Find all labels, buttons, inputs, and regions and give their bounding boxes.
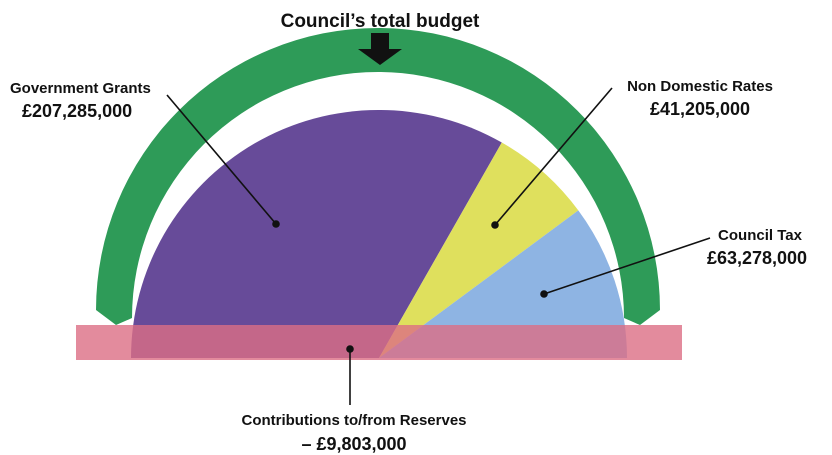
leader-dots — [272, 220, 548, 353]
label-reserves-value: – £9,803,000 — [301, 434, 406, 454]
bar-contributions-reserves — [76, 325, 682, 360]
slice-council-tax — [379, 210, 627, 358]
label-council-tax-value: £63,278,000 — [707, 248, 807, 268]
total-budget-arc — [96, 28, 660, 325]
slice-government-grants — [131, 109, 502, 358]
down-arrow-icon — [358, 33, 402, 65]
label-government-grants-value: £207,285,000 — [22, 101, 132, 121]
slice-non-domestic-rates — [379, 142, 579, 358]
label-non-domestic-rates-value: £41,205,000 — [650, 99, 750, 119]
label-council-tax-name: Council Tax — [718, 227, 803, 244]
label-non-domestic-rates-name: Non Domestic Rates — [627, 78, 773, 95]
leader-lines — [166, 87, 711, 405]
label-government-grants-name: Government Grants — [10, 80, 151, 97]
chart-title: Council’s total budget — [281, 11, 480, 32]
label-reserves-name: Contributions to/from Reserves — [241, 412, 466, 429]
